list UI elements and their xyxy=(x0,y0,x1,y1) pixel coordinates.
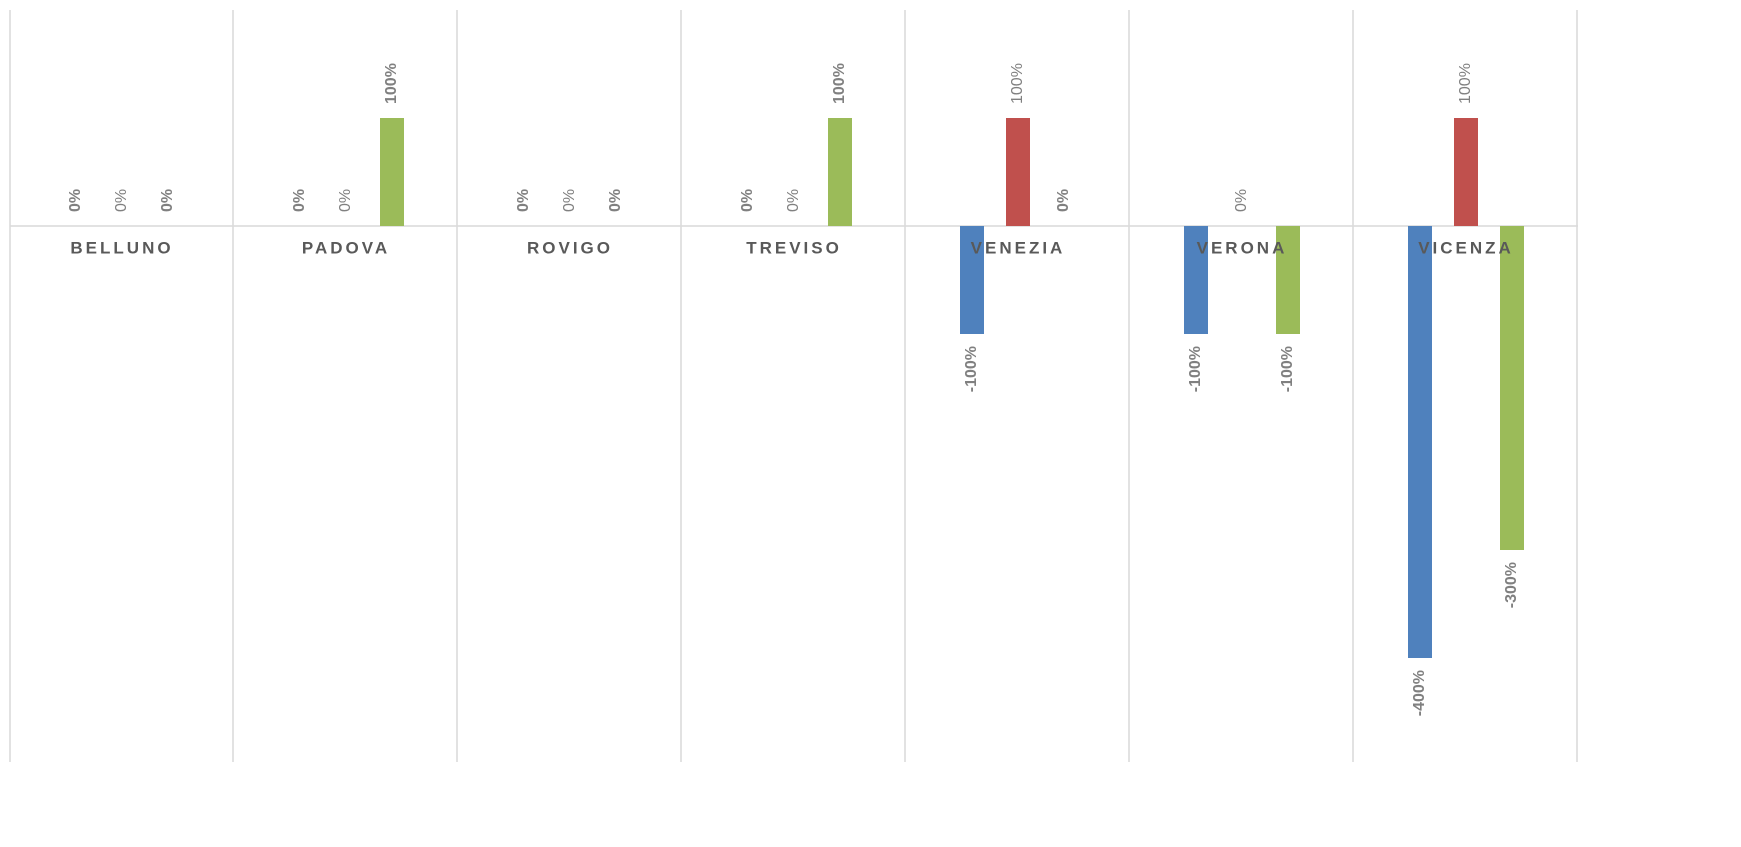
bar xyxy=(1006,118,1030,226)
value-label: 100% xyxy=(383,63,400,104)
bar xyxy=(828,118,852,226)
x-tick-label: PADOVA xyxy=(302,238,390,257)
value-label: 0% xyxy=(515,189,532,212)
value-label: 0% xyxy=(739,189,756,212)
bar xyxy=(1408,226,1432,658)
x-tick-label: BELLUNO xyxy=(70,238,173,257)
x-tick-label: TREVISO xyxy=(746,238,842,257)
x-tick-label: VERONA xyxy=(1197,238,1288,257)
bar xyxy=(380,118,404,226)
value-label: 0% xyxy=(1233,189,1250,212)
value-label: 100% xyxy=(1457,63,1474,104)
value-label: 0% xyxy=(291,189,308,212)
bar xyxy=(1184,226,1208,334)
value-label: 0% xyxy=(1055,189,1072,212)
bar xyxy=(1276,226,1300,334)
value-label: -400% xyxy=(1411,670,1428,716)
bar xyxy=(1454,118,1478,226)
value-label: 100% xyxy=(1009,63,1026,104)
value-label: 0% xyxy=(159,189,176,212)
bar xyxy=(960,226,984,334)
bar xyxy=(1500,226,1524,550)
value-label: 0% xyxy=(561,189,578,212)
value-label: -100% xyxy=(1187,346,1204,392)
x-tick-label: VICENZA xyxy=(1418,238,1514,257)
value-label: 0% xyxy=(113,189,130,212)
value-label: 0% xyxy=(785,189,802,212)
x-tick-label: ROVIGO xyxy=(527,238,613,257)
value-label: -100% xyxy=(1279,346,1296,392)
value-label: 0% xyxy=(337,189,354,212)
value-label: 0% xyxy=(67,189,84,212)
value-label: -300% xyxy=(1503,562,1520,608)
value-label: 100% xyxy=(831,63,848,104)
value-label: -100% xyxy=(963,346,980,392)
x-tick-label: VENEZIA xyxy=(971,238,1066,257)
value-label: 0% xyxy=(607,189,624,212)
